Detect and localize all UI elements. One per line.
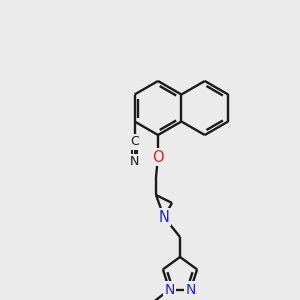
Text: N: N <box>159 209 170 224</box>
Text: N: N <box>130 155 139 168</box>
Text: N: N <box>185 283 196 297</box>
Text: C: C <box>130 135 139 148</box>
Text: N: N <box>164 283 175 297</box>
Text: O: O <box>152 149 164 164</box>
